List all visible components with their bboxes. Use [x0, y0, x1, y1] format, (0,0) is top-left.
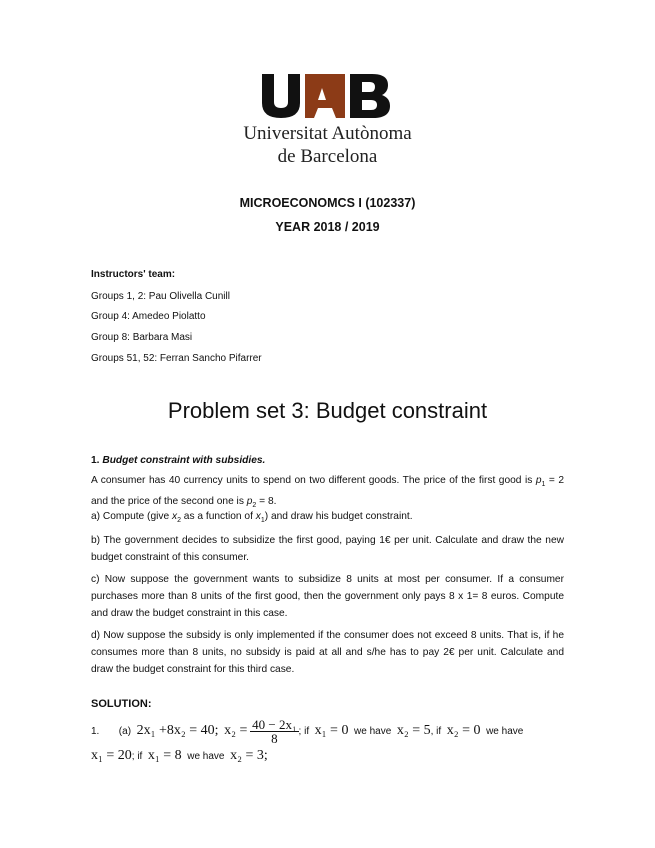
- logo-text-line1: Universitat Autònoma: [243, 123, 412, 144]
- uab-logo-mark: [262, 74, 390, 118]
- exercise-heading: 1. Budget constraint with subsidies.: [91, 452, 564, 469]
- instructor-line: Group 8: Barbara Masi: [91, 332, 193, 343]
- course-year: YEAR 2018 / 2019: [275, 220, 380, 234]
- problem-set-title: Problem set 3: Budget constraint: [167, 398, 488, 423]
- logo-text-line2: de Barcelona: [277, 146, 378, 167]
- solution-heading: SOLUTION:: [91, 698, 152, 710]
- exercise-part-a: a) Compute (give x2 as a function of x1)…: [91, 511, 413, 525]
- exercise-part-c: c) Now suppose the government wants to s…: [91, 574, 564, 619]
- instructor-line: Groups 51, 52: Ferran Sancho Pifarrer: [91, 353, 262, 364]
- exercise-intro: A consumer has 40 currency units to spen…: [91, 475, 564, 510]
- instructor-line: Groups 1, 2: Pau Olivella Cunill: [91, 291, 230, 302]
- exercise-part-b: b) The government decides to subsidize t…: [91, 535, 564, 563]
- instructors-heading: Instructors' team:: [91, 269, 176, 280]
- instructor-line: Group 4: Amedeo Piolatto: [91, 311, 206, 322]
- exercise-title: Budget constraint with subsidies.: [102, 455, 266, 466]
- exercise-part-d: d) Now suppose the subsidy is only imple…: [91, 630, 564, 675]
- course-title: MICROECONOMCS I (102337): [239, 196, 416, 210]
- solution-line1: 1. (a) 2x₁ +8x₂ = 40; x₂ = 40 − 2x₁ 8; if…: [91, 716, 524, 746]
- fraction: 40 − 2x₁ 8: [250, 716, 299, 746]
- solution-line2: x₁ = 20; if x₁ = 8 we have x₂ = 3;: [91, 748, 268, 763]
- exercise-number: 1.: [91, 455, 100, 466]
